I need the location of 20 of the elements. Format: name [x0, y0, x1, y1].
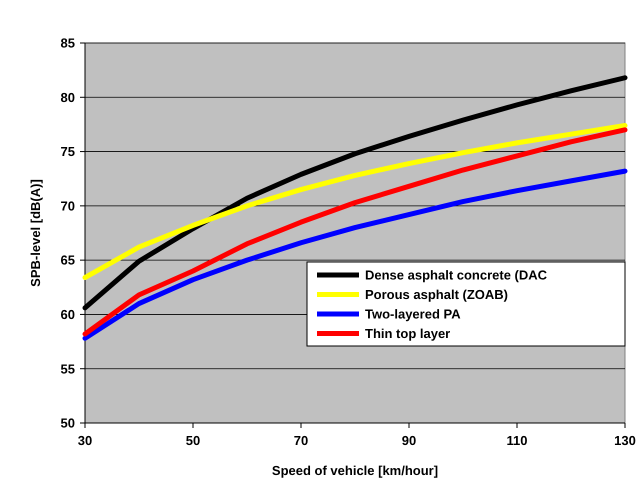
- x-tick-label: 50: [186, 433, 200, 448]
- y-tick-label: 65: [60, 252, 75, 268]
- y-tick-label: 70: [60, 198, 75, 214]
- y-tick-label: 85: [60, 36, 75, 51]
- legend-label: Thin top layer: [365, 326, 450, 342]
- x-tick-label: 70: [294, 433, 308, 448]
- y-tick-label: 55: [60, 361, 75, 376]
- y-tick-label: 60: [60, 306, 75, 322]
- legend-label: Porous asphalt (ZOAB): [365, 287, 508, 302]
- x-axis-title: Speed of vehicle [km/hour]: [272, 463, 438, 478]
- legend-label: Dense asphalt concrete (DAC: [365, 268, 548, 283]
- legend-label: Two-layered PA: [365, 306, 462, 322]
- x-tick-label: 130: [614, 433, 636, 448]
- y-tick-label: 50: [60, 416, 75, 431]
- y-tick-label: 75: [60, 144, 75, 160]
- x-tick-label: 30: [78, 433, 92, 448]
- y-tick-label: 80: [60, 90, 75, 105]
- x-tick-label: 90: [402, 433, 416, 448]
- y-axis-title: SPB-level [dB(A)]: [28, 179, 43, 287]
- x-tick-label: 110: [506, 433, 528, 448]
